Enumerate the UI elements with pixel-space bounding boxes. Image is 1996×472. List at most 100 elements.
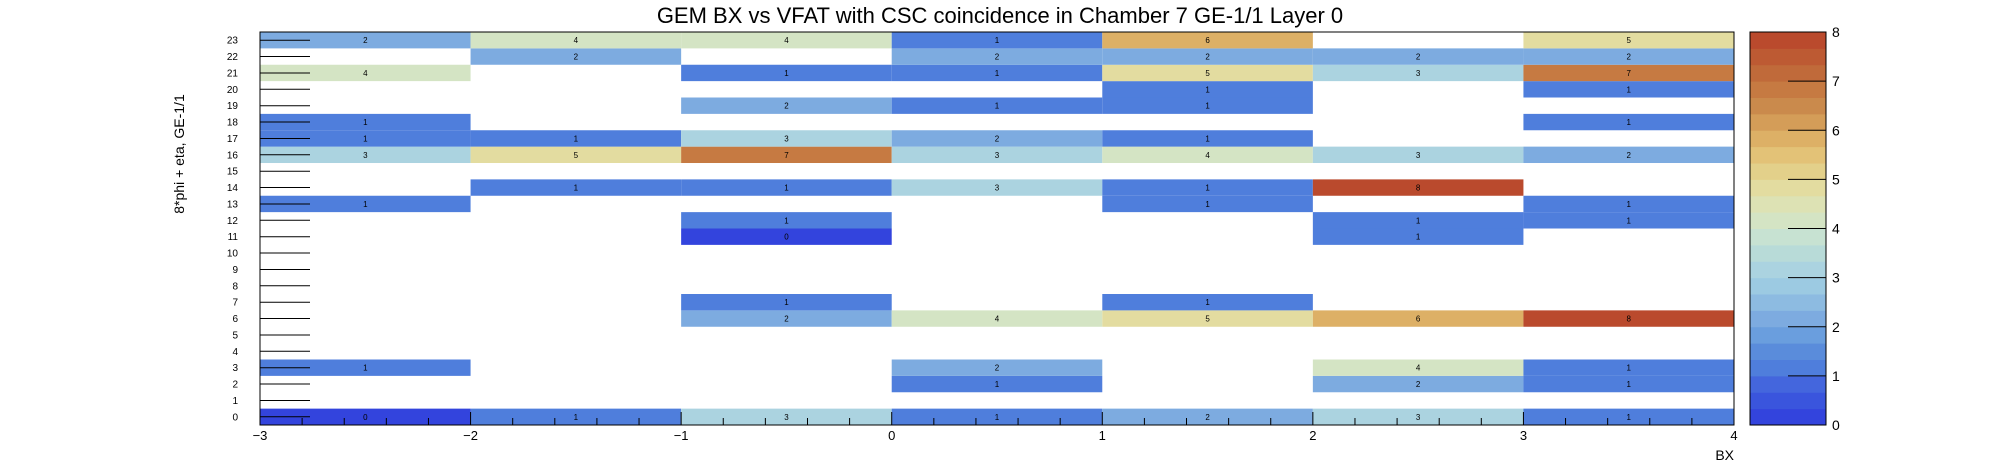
- colorbar-tick-label: 4: [1832, 221, 1840, 237]
- y-tick-label: 5: [232, 330, 238, 341]
- plot-border: [259, 31, 1735, 426]
- heatmap-cell: [1523, 212, 1734, 229]
- cell-value-label: 1: [1205, 298, 1210, 307]
- colorbar-segment: [1750, 113, 1826, 131]
- heatmap-cell: [1523, 48, 1734, 65]
- heatmap-cell: [891, 64, 1103, 82]
- y-tick-label: 2: [232, 380, 238, 391]
- colorbar-segment: [1750, 310, 1826, 328]
- heatmap-cell: [681, 212, 892, 229]
- heatmap-cell: [681, 228, 892, 245]
- colorbar-tick-label: 1: [1832, 368, 1840, 384]
- y-axis-title: 8*phi + eta, GE-1/1: [171, 94, 187, 214]
- y-tick-label: 12: [227, 216, 239, 227]
- heatmap-cell: [470, 130, 682, 147]
- heatmap-cell: [1102, 81, 1313, 98]
- x-tick-label: −1: [674, 428, 689, 443]
- cell-value-label: 0: [784, 233, 789, 242]
- colorbar-tick-label: 2: [1832, 319, 1840, 335]
- cell-value-label: 3: [1416, 69, 1421, 78]
- cell-value-label: 2: [363, 36, 368, 45]
- cell-value-label: 1: [1626, 118, 1631, 127]
- cell-value-label: 3: [1416, 151, 1421, 160]
- cell-value-label: 1: [574, 413, 579, 422]
- cell-value-label: 8: [1416, 184, 1421, 193]
- y-tick-label: 0: [232, 412, 238, 423]
- cell-value-label: 1: [995, 102, 1000, 111]
- cell-value-label: 0: [363, 413, 368, 422]
- y-tick-label: 16: [227, 150, 239, 161]
- cell-value-label: 2: [995, 134, 1000, 143]
- cell-value-label: 1: [784, 69, 789, 78]
- colorbar-segment: [1750, 375, 1826, 393]
- y-tick-label: 9: [232, 265, 238, 276]
- cell-value-label: 1: [363, 200, 368, 209]
- heatmap-cell: [470, 146, 682, 164]
- colorbar-segment: [1750, 64, 1826, 82]
- cell-value-label: 6: [1205, 36, 1210, 45]
- heatmap-cell: [891, 48, 1103, 65]
- cell-value-label: 1: [1626, 364, 1631, 373]
- heatmap-cell: [260, 130, 471, 147]
- heatmap-cell: [1523, 408, 1734, 426]
- cell-value-label: 3: [995, 184, 1000, 193]
- cell-value-label: 4: [1416, 364, 1421, 373]
- heatmap-cell: [891, 375, 1103, 393]
- heatmap-cell: [470, 179, 682, 196]
- cell-value-label: 3: [784, 413, 789, 422]
- heatmap-cell: [1312, 64, 1524, 82]
- y-tick-label: 18: [227, 118, 239, 129]
- cell-value-label: 1: [1205, 184, 1210, 193]
- cell-value-label: 5: [1205, 315, 1210, 324]
- heatmap-cell: [891, 146, 1103, 164]
- cell-value-label: 1: [1205, 85, 1210, 94]
- cell-value-label: 1: [1416, 233, 1421, 242]
- heatmap-cell: [681, 97, 892, 114]
- cell-value-label: 1: [995, 380, 1000, 389]
- cell-value-label: 2: [784, 102, 789, 111]
- colorbar-segment: [1750, 244, 1826, 262]
- heatmap-cell: [681, 310, 892, 327]
- heatmap-cell: [1312, 48, 1524, 65]
- colorbar-segment: [1750, 130, 1826, 148]
- heatmap-cell: [891, 130, 1103, 147]
- colorbar-segment: [1750, 343, 1826, 361]
- heatmap-cell: [1523, 359, 1734, 376]
- y-tick-label: 14: [227, 183, 239, 194]
- colorbar-segment: [1750, 97, 1826, 115]
- heatmap-cell: [681, 130, 892, 147]
- heatmap-cell: [1523, 195, 1734, 213]
- cell-value-label: 7: [1626, 69, 1631, 78]
- colorbar-segment: [1750, 294, 1826, 311]
- cell-value-label: 2: [1205, 53, 1210, 62]
- colorbar-tick-label: 8: [1832, 24, 1840, 40]
- colorbar-tick-label: 0: [1832, 417, 1840, 433]
- heatmap-cell: [260, 408, 471, 426]
- cell-value-label: 1: [995, 69, 1000, 78]
- cell-value-label: 5: [1626, 36, 1631, 45]
- x-tick-label: 2: [1309, 428, 1316, 443]
- heatmap-cell: [681, 294, 892, 311]
- x-axis-title: BX: [1715, 447, 1734, 463]
- colorbar-segment: [1750, 392, 1826, 410]
- x-tick-label: 0: [888, 428, 895, 443]
- heatmap-cell: [1102, 294, 1313, 311]
- heatmap-cell: [1102, 64, 1313, 82]
- colorbar-segment: [1750, 48, 1826, 66]
- heatmap-cell: [1312, 179, 1524, 196]
- cell-value-label: 2: [995, 364, 1000, 373]
- heatmap-cell: [891, 359, 1103, 376]
- cell-value-label: 4: [995, 315, 1000, 324]
- cell-value-label: 1: [574, 134, 579, 143]
- heatmap-cell: [1312, 310, 1524, 327]
- heatmap-cell: [1523, 113, 1734, 131]
- cell-value-label: 5: [1205, 69, 1210, 78]
- cell-value-label: 1: [1626, 85, 1631, 94]
- cell-value-label: 1: [1626, 200, 1631, 209]
- cell-value-label: 1: [1205, 200, 1210, 209]
- y-tick-label: 10: [227, 249, 239, 260]
- y-tick-label: 8: [232, 281, 238, 292]
- heatmap-cell: [1102, 130, 1313, 147]
- heatmap-cell: [470, 32, 682, 49]
